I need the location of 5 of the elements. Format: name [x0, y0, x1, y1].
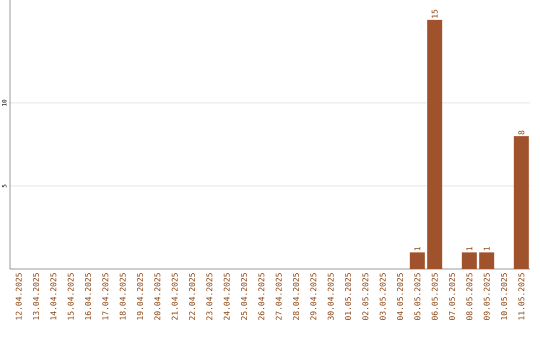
bar	[427, 20, 442, 269]
bar	[479, 252, 494, 269]
bar	[514, 136, 529, 269]
bar	[462, 252, 477, 269]
bar	[410, 252, 425, 269]
